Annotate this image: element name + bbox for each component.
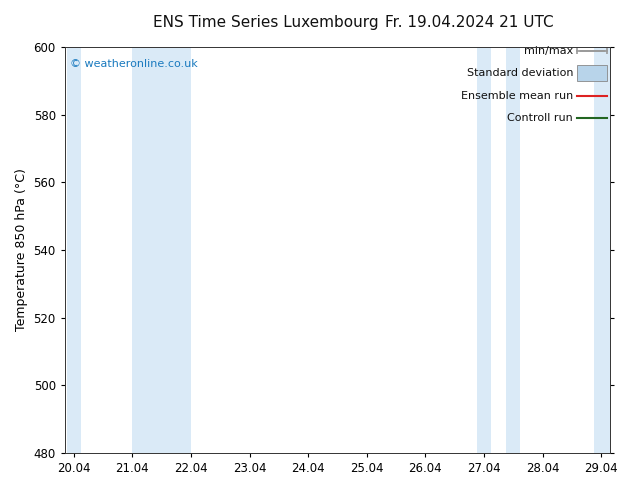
Text: Fr. 19.04.2024 21 UTC: Fr. 19.04.2024 21 UTC xyxy=(385,15,553,30)
Bar xyxy=(578,65,607,81)
Bar xyxy=(594,47,631,453)
Bar xyxy=(507,47,521,453)
Text: Ensemble mean run: Ensemble mean run xyxy=(461,91,573,100)
Text: min/max: min/max xyxy=(524,46,573,56)
Text: Standard deviation: Standard deviation xyxy=(467,68,573,78)
Bar xyxy=(133,47,191,453)
Bar xyxy=(477,47,491,453)
Text: ENS Time Series Luxembourg: ENS Time Series Luxembourg xyxy=(153,15,379,30)
Y-axis label: Temperature 850 hPa (°C): Temperature 850 hPa (°C) xyxy=(15,169,28,331)
Text: © weatheronline.co.uk: © weatheronline.co.uk xyxy=(70,59,198,69)
Bar xyxy=(67,47,81,453)
Text: Controll run: Controll run xyxy=(507,113,573,123)
